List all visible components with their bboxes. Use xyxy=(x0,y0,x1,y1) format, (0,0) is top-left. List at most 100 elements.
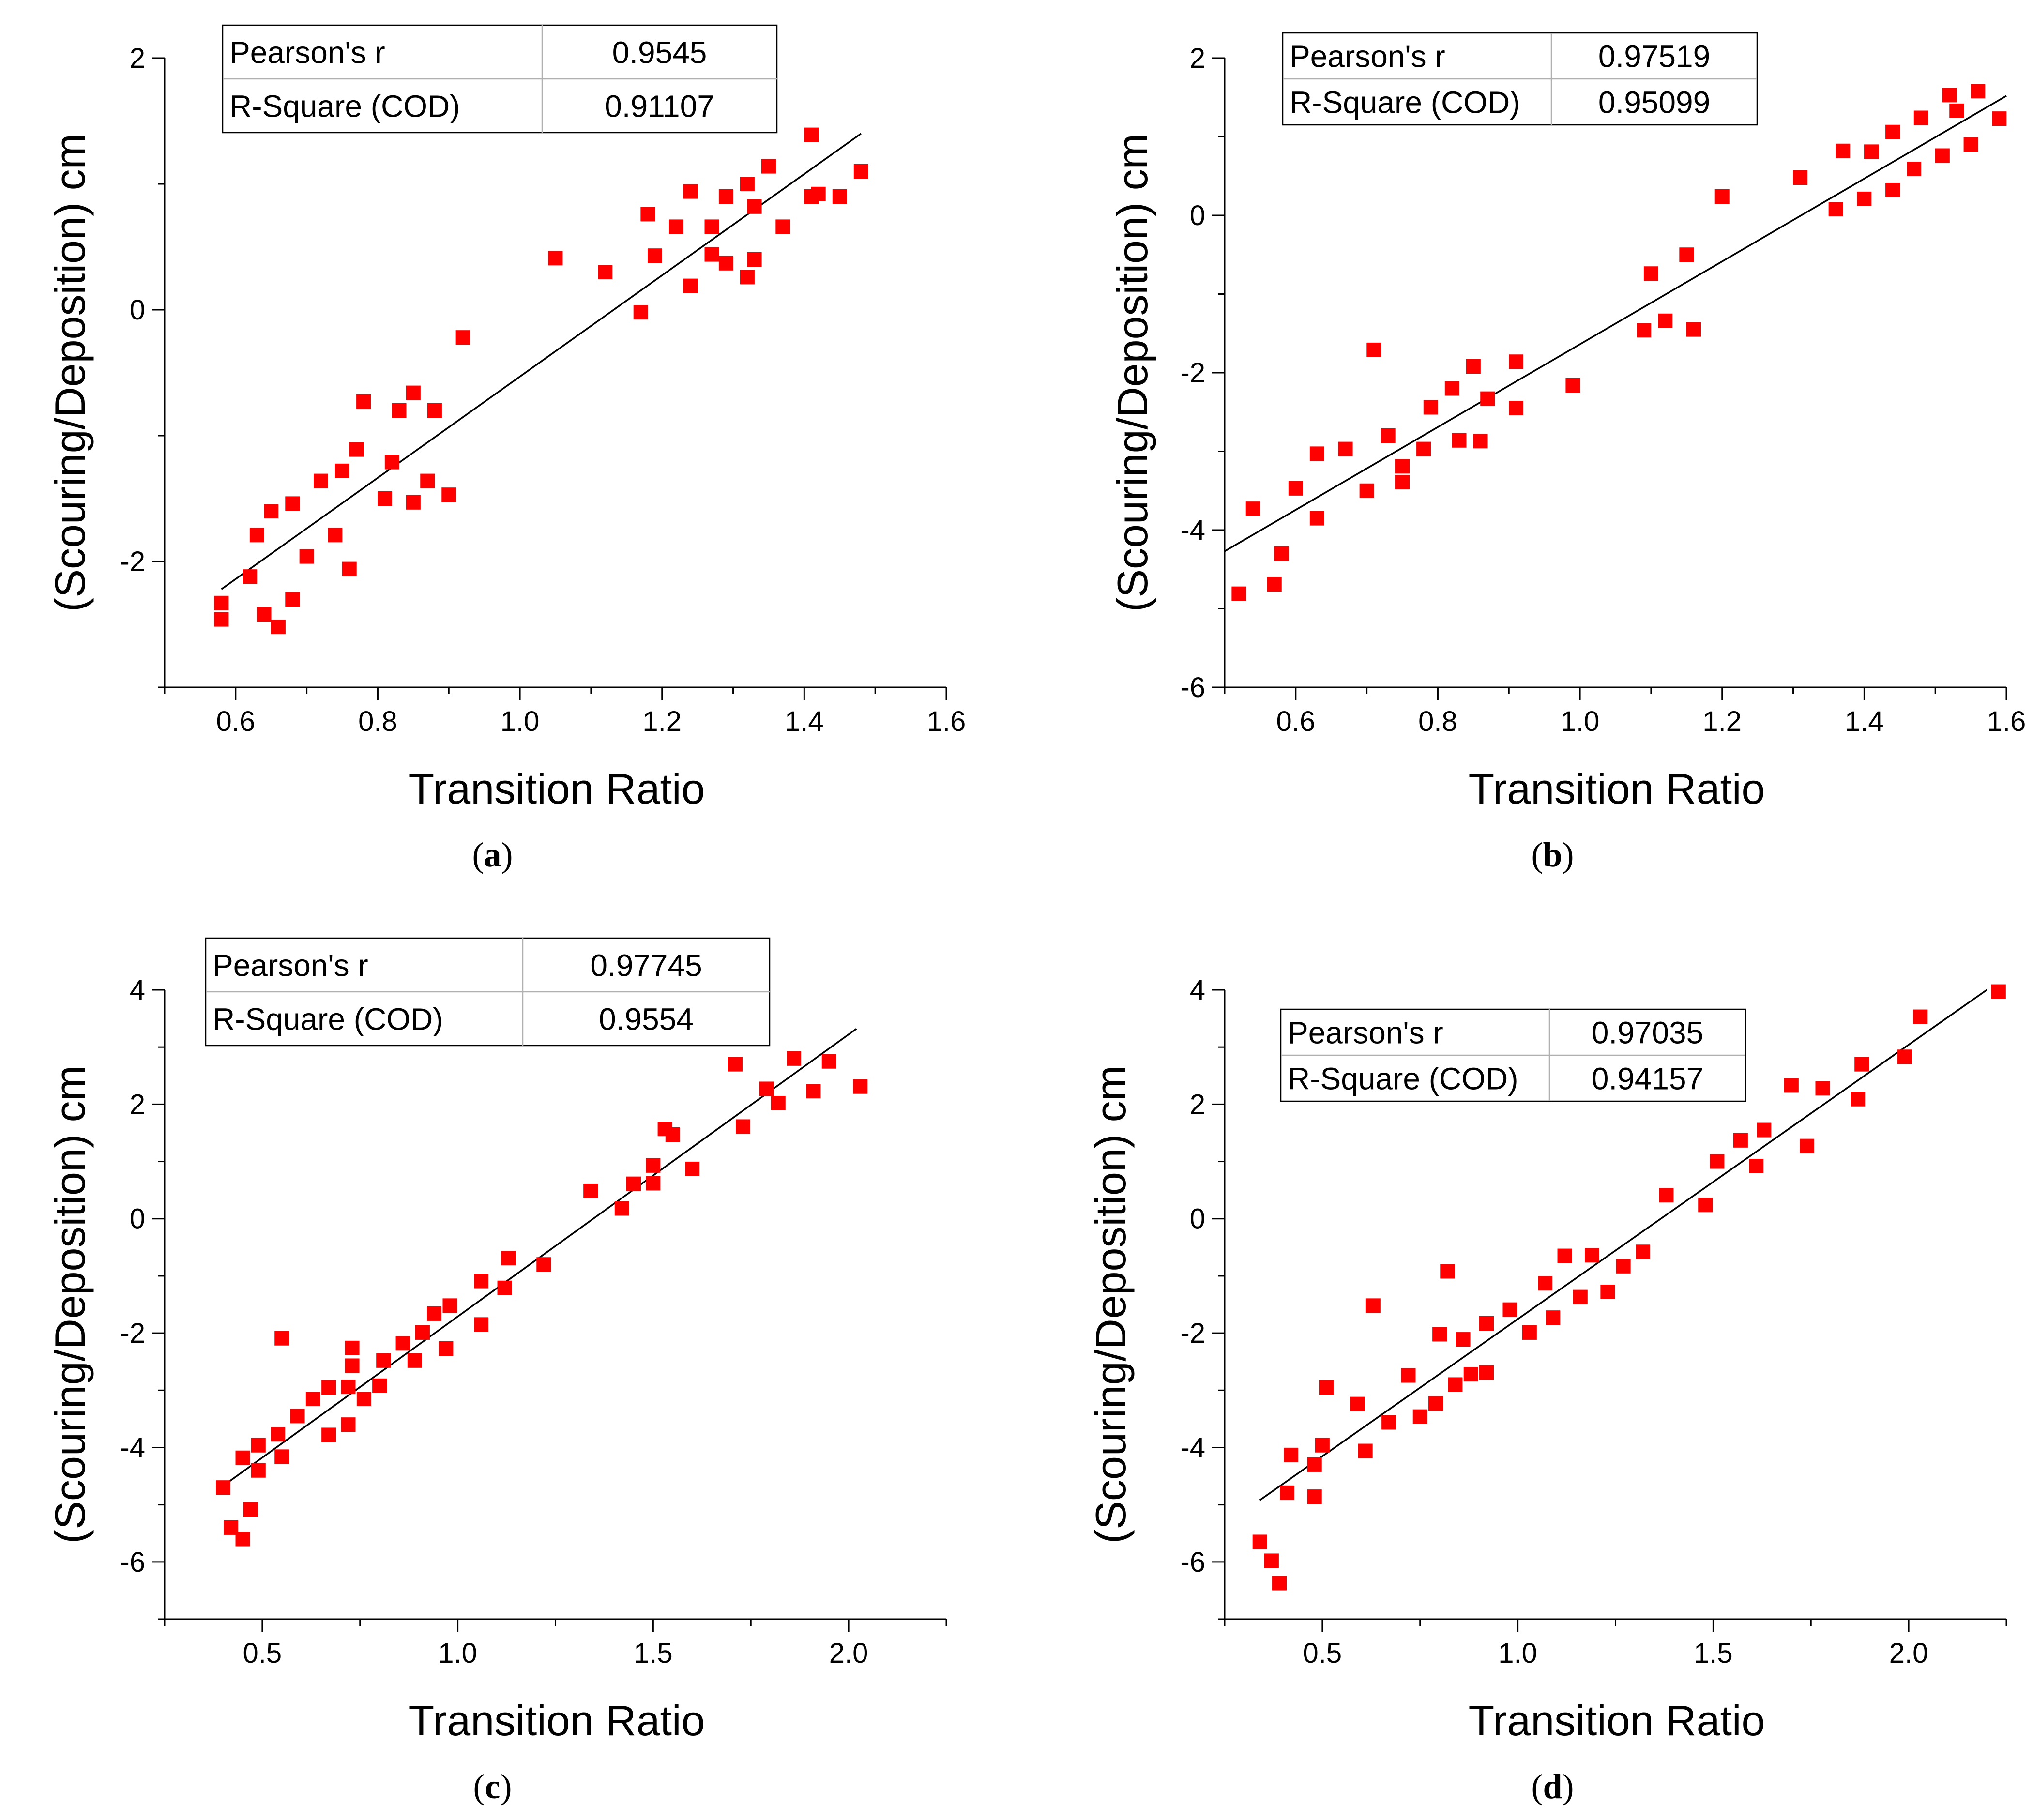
data-point xyxy=(1274,546,1289,561)
y-tick-label: 2 xyxy=(1190,43,1205,74)
data-point xyxy=(775,219,790,234)
data-point xyxy=(1479,1365,1494,1380)
y-tick-label: -6 xyxy=(120,1547,145,1578)
data-point xyxy=(646,1158,661,1173)
data-point xyxy=(376,1353,391,1368)
data-point xyxy=(1365,1298,1381,1313)
data-point xyxy=(1714,189,1730,204)
data-point xyxy=(271,1427,286,1442)
data-point xyxy=(1585,1248,1600,1263)
data-point xyxy=(1658,313,1673,328)
data-point xyxy=(633,305,648,320)
x-tick-label: 0.5 xyxy=(243,1638,282,1669)
data-point xyxy=(407,1353,422,1368)
data-point xyxy=(341,1417,356,1432)
data-point xyxy=(1366,342,1381,357)
data-point xyxy=(853,164,868,179)
data-point xyxy=(704,247,719,262)
data-point xyxy=(1851,1092,1866,1107)
data-point xyxy=(1637,323,1652,338)
pearson-value: 0.9545 xyxy=(612,35,707,70)
data-point xyxy=(251,1463,266,1478)
y-tick-label: 4 xyxy=(130,974,145,1006)
data-point xyxy=(372,1378,387,1393)
x-tick-label: 1.6 xyxy=(1987,706,2026,737)
data-point xyxy=(648,248,663,263)
data-point xyxy=(235,1450,250,1465)
data-point xyxy=(1309,511,1324,526)
data-point xyxy=(811,186,826,201)
data-point xyxy=(1307,1457,1322,1472)
pearson-label: Pearson's r xyxy=(212,948,368,983)
y-axis-title: (Scouring/Deposition) cm xyxy=(1108,134,1156,612)
fit-line xyxy=(1259,989,1987,1501)
data-point xyxy=(335,463,350,478)
data-point xyxy=(1971,84,1986,99)
data-point xyxy=(598,265,613,279)
data-point xyxy=(548,251,563,266)
data-point xyxy=(1444,381,1459,396)
data-point xyxy=(285,496,300,511)
data-point xyxy=(1231,586,1246,601)
data-point xyxy=(1479,1316,1494,1331)
x-tick-label: 1.0 xyxy=(1561,706,1600,737)
fit-line xyxy=(221,133,862,590)
data-point xyxy=(1508,354,1523,369)
panel-letter: d xyxy=(1543,1767,1562,1806)
x-tick-label: 1.0 xyxy=(501,706,540,737)
data-point xyxy=(474,1317,489,1332)
data-point xyxy=(1828,202,1843,216)
data-point xyxy=(1698,1198,1713,1213)
x-tick-label: 0.5 xyxy=(1303,1638,1342,1669)
data-point xyxy=(214,612,229,627)
data-point xyxy=(1350,1396,1365,1411)
panel-label: (b) xyxy=(1531,835,1574,874)
stats-table: Pearson's r 0.97519 R-Square (COD) 0.95099 xyxy=(1282,32,1758,126)
data-point xyxy=(1800,1138,1815,1153)
y-tick-label: -6 xyxy=(1180,672,1205,703)
data-point xyxy=(474,1274,489,1289)
data-point xyxy=(427,1306,442,1321)
x-tick-label: 1.0 xyxy=(438,1638,477,1669)
data-point xyxy=(392,403,407,418)
data-point xyxy=(1416,441,1431,456)
data-point xyxy=(328,528,343,543)
data-point xyxy=(1546,1310,1561,1325)
pearson-label: Pearson's r xyxy=(1290,39,1445,74)
data-point xyxy=(1359,483,1374,498)
data-point xyxy=(718,256,733,271)
y-axis-title: (Scouring/Deposition) cm xyxy=(1087,1065,1135,1544)
r-square-value: 0.94157 xyxy=(1592,1062,1703,1096)
x-tick-label: 1.5 xyxy=(634,1638,673,1669)
stats-table: Pearson's r 0.97035 R-Square (COD) 0.94157 xyxy=(1280,1008,1746,1102)
data-point xyxy=(1757,1122,1772,1138)
data-point xyxy=(264,504,279,518)
pearson-value: 0.97035 xyxy=(1592,1016,1703,1050)
data-point xyxy=(1793,170,1808,185)
data-point xyxy=(640,207,655,222)
data-point xyxy=(1423,400,1438,415)
data-point xyxy=(736,1119,751,1134)
data-point xyxy=(832,189,847,204)
data-point xyxy=(536,1257,551,1272)
data-point xyxy=(1452,433,1467,448)
data-point xyxy=(1395,459,1410,474)
data-point xyxy=(1412,1409,1427,1424)
data-point xyxy=(1991,984,2006,999)
panel-c: 0.5 1.0 1.5 2.0 -6 -4 -2 0 2 4 Transition Ratio (Sc… xyxy=(46,937,947,1806)
data-point xyxy=(1502,1302,1517,1317)
data-point xyxy=(1885,124,1900,139)
data-point xyxy=(685,1161,700,1176)
data-point xyxy=(683,184,698,199)
data-point xyxy=(321,1427,336,1442)
data-point xyxy=(804,127,819,142)
panel-label: (c) xyxy=(473,1767,512,1806)
r-square-label: R-Square (COD) xyxy=(212,1002,443,1037)
data-point xyxy=(216,1480,231,1495)
x-axis-title: Transition Ratio xyxy=(1469,765,1765,813)
data-point xyxy=(1784,1078,1799,1093)
data-point xyxy=(1710,1154,1725,1169)
data-point xyxy=(501,1251,516,1266)
panel-label: (a) xyxy=(472,835,513,874)
data-point xyxy=(646,1176,661,1191)
